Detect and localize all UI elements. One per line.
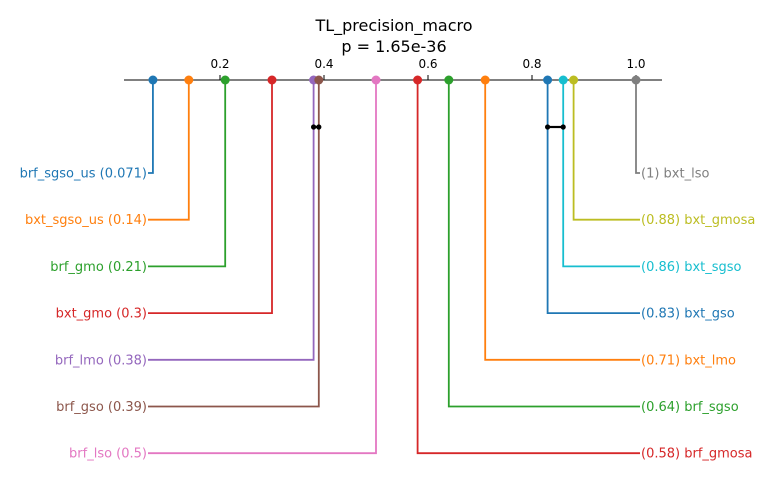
chart-title: TL_precision_macro: [314, 16, 472, 36]
tick-label: 0.8: [522, 57, 541, 71]
left-item-line: [148, 80, 315, 361]
left-item-label: brf_gmo (0.21): [50, 260, 147, 275]
tick-label: 0.2: [210, 57, 229, 71]
clique-end-marker: [545, 124, 551, 130]
tick-label: 0.6: [418, 57, 437, 71]
left-item-marker: [371, 75, 381, 85]
left-item-line: [148, 80, 273, 315]
right-item-label: (0.64) brf_sgso: [641, 400, 739, 415]
left-item-marker: [314, 75, 324, 85]
left-item-line: [148, 80, 377, 455]
right-item-marker: [480, 75, 490, 85]
clique-end-marker: [311, 124, 317, 130]
right-item-line: [635, 80, 640, 174]
right-item-marker: [413, 75, 423, 85]
left-item-line: [148, 80, 190, 221]
left-item-marker: [267, 75, 277, 85]
left-item-label: bxt_sgso_us (0.14): [25, 213, 147, 228]
right-item-line: [484, 80, 640, 361]
right-item-marker: [543, 75, 553, 85]
right-item-marker: [569, 75, 579, 85]
right-item-line: [562, 80, 640, 268]
right-item-label: (0.88) bxt_gmosa: [641, 213, 755, 228]
left-item-label: brf_sgso_us (0.071): [20, 167, 147, 182]
left-item-marker: [148, 75, 158, 85]
left-item-label: brf_gso (0.39): [56, 400, 147, 415]
left-item-label: brf_lmo (0.38): [55, 353, 147, 368]
left-item-marker: [220, 75, 230, 85]
left-item-line: [148, 80, 320, 408]
chart-subtitle: p = 1.65e-36: [341, 37, 446, 56]
left-item-line: [148, 80, 154, 174]
axis: 0.2 0.4 0.6 0.8 1.0: [124, 57, 662, 81]
left-item-line: [148, 80, 227, 268]
right-item-line: [447, 80, 640, 408]
right-item-label: (0.71) bxt_lmo: [641, 353, 736, 368]
right-item-line: [416, 80, 640, 455]
item-lines: [148, 75, 641, 455]
right-item-label: (0.86) bxt_sgso: [641, 260, 742, 275]
right-item-line: [546, 80, 640, 315]
right-item-label: (1) bxt_lso: [641, 167, 709, 182]
right-item-label: (0.58) brf_gmosa: [641, 447, 753, 462]
right-item-marker: [631, 75, 641, 85]
right-item-line: [572, 80, 640, 221]
clique-end-marker: [560, 124, 566, 130]
right-item-marker: [558, 75, 568, 85]
tick-label: 0.4: [314, 57, 333, 71]
clique-end-marker: [316, 124, 322, 130]
left-item-marker: [184, 75, 194, 85]
clique-bars: [311, 124, 566, 130]
left-item-label: bxt_gmo (0.3): [56, 307, 147, 322]
item-labels: brf_sgso_us (0.071) bxt_sgso_us (0.14) brf…: [20, 167, 756, 462]
right-item-marker: [444, 75, 454, 85]
tick-label: 1.0: [626, 57, 645, 71]
right-item-label: (0.83) bxt_gso: [641, 307, 735, 322]
left-item-label: brf_lso (0.5): [69, 447, 147, 462]
